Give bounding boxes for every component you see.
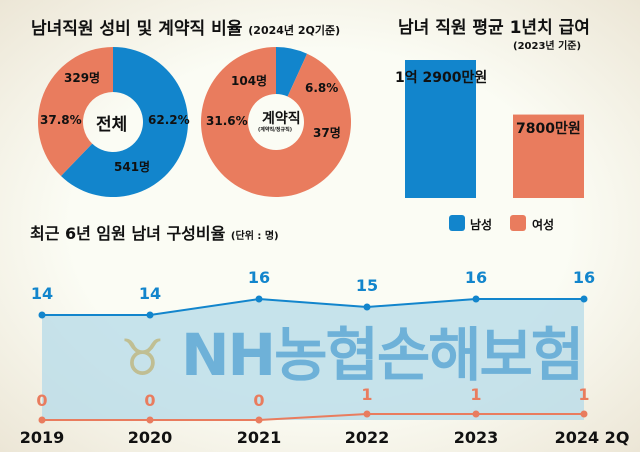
female-point	[38, 416, 46, 424]
male-area	[42, 299, 584, 420]
female-value-label: 1	[470, 385, 481, 404]
male-value-label: 14	[31, 284, 53, 303]
line-title: 최근 6년 임원 남녀 구성비율 (단위 : 명)	[30, 224, 279, 243]
donut2-male-pct: 6.8%	[305, 81, 339, 95]
x-tick-label: 2021	[237, 428, 282, 447]
bar-male-value-label: 1억 2900만원	[395, 70, 488, 86]
male-point	[146, 311, 154, 319]
female-line	[42, 413, 584, 421]
female-value-label: 1	[578, 385, 589, 404]
female-value-label: 0	[253, 391, 264, 410]
x-tick-label: 2020	[128, 428, 173, 447]
male-point	[38, 311, 46, 319]
female-value-label: 0	[144, 391, 155, 410]
donut2-female-slice	[201, 47, 351, 197]
watermark-logo-text: ♉︎ NH농협손해보험	[120, 321, 584, 389]
male-value-label: 16	[465, 268, 487, 287]
male-point	[255, 295, 263, 303]
x-tick-label: 2019	[20, 428, 65, 447]
legend-female-label: 여성	[532, 218, 555, 232]
x-tick-label: 2022	[345, 428, 390, 447]
male-value-label: 16	[573, 268, 595, 287]
female-point	[472, 410, 480, 418]
donut1-male-pct: 62.2%	[148, 113, 190, 127]
donut2-center-sub: (계약직/정규직)	[258, 127, 292, 133]
male-point	[580, 295, 588, 303]
x-tick-label: 2023	[454, 428, 499, 447]
donut2-female-pct: 31.6%	[206, 114, 248, 128]
female-point	[146, 416, 154, 424]
bar-title: 남녀 직원 평균 1년치 급여	[398, 18, 590, 38]
donut2-female-count: 104명	[231, 74, 268, 88]
male-point	[472, 295, 480, 303]
male-point	[363, 303, 371, 311]
donut1-center-label: 전체	[96, 115, 128, 135]
male-line	[42, 297, 584, 316]
bar-subtitle: (2023년 기준)	[513, 41, 582, 52]
donut1-male-slice	[60, 47, 188, 197]
donut2-male-count: 37명	[313, 126, 341, 140]
female-point	[580, 410, 588, 418]
donut1-female-slice	[37, 47, 113, 177]
donut1-female-pct: 37.8%	[40, 113, 82, 127]
female-value-label: 1	[361, 385, 372, 404]
donut1-female-count: 329명	[64, 71, 101, 85]
legend-male-label: 남성	[470, 218, 493, 232]
donut1-male-count: 541명	[114, 160, 151, 174]
legend-female-swatch	[510, 215, 526, 231]
female-point	[255, 416, 263, 424]
female-point	[363, 410, 371, 418]
legend-male-swatch	[449, 215, 465, 231]
bar-female	[513, 114, 584, 198]
bar-male	[405, 60, 476, 198]
male-value-label: 14	[139, 284, 161, 303]
female-value-label: 0	[36, 391, 47, 410]
donut2-male-slice	[276, 47, 308, 97]
donut2-center-label: 계약직	[262, 111, 301, 127]
male-value-label: 15	[356, 276, 378, 295]
male-value-label: 16	[248, 268, 270, 287]
x-tick-label: 2024 2Q	[555, 428, 630, 447]
bar-female-value-label: 7800만원	[516, 121, 581, 137]
donut-title: 남녀직원 성비 및 계약직 비율 (2024년 2Q기준)	[31, 19, 341, 39]
